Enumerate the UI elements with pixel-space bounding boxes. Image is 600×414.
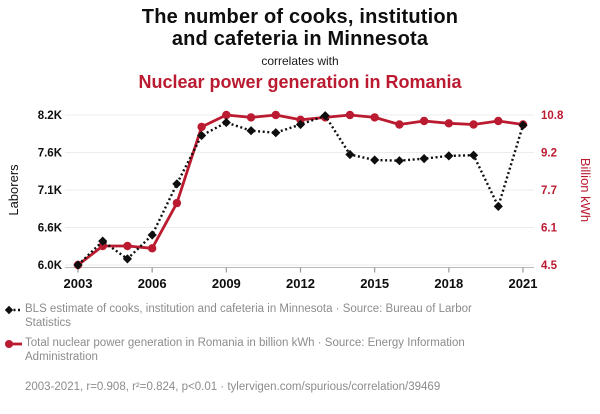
svg-text:6.6K: 6.6K [38, 223, 63, 235]
title-block: The number of cooks, institution and caf… [0, 6, 600, 93]
red-circle-solid-line-icon [5, 340, 22, 348]
dual-axis-line-chart: 2003 2006 2009 2012 2015 2018 2021 8.2K 7.6K 7.1K… [38, 110, 564, 291]
svg-text:9.2: 9.2 [541, 148, 557, 160]
svg-text:7.1K: 7.1K [38, 185, 63, 197]
legend-label: Total nuclear power generation in Romani… [25, 337, 465, 363]
chart-legend: BLS estimate of cooks, institution and c… [4, 303, 484, 371]
legend-item-romania-nuclear: Total nuclear power generation in Romani… [4, 337, 484, 364]
svg-text:7.6K: 7.6K [38, 148, 63, 160]
svg-text:4.5: 4.5 [541, 260, 558, 272]
svg-text:6.0K: 6.0K [38, 260, 63, 272]
series-minnesota-cooks [73, 111, 528, 270]
chart-subtitle: Nuclear power generation in Romania [138, 72, 462, 92]
svg-text:2015: 2015 [360, 276, 389, 291]
chart-title-line1: The number of cooks, institution [141, 6, 459, 28]
svg-text:2018: 2018 [434, 276, 463, 291]
svg-text:2003: 2003 [64, 276, 93, 291]
svg-text:8.2K: 8.2K [38, 110, 63, 122]
svg-text:2012: 2012 [286, 276, 315, 291]
series-romania-nuclear [73, 110, 528, 270]
svg-text:10.8: 10.8 [541, 110, 564, 122]
svg-text:2006: 2006 [138, 276, 167, 291]
black-diamond-dotted-line-icon [4, 305, 22, 315]
stats-and-source-url: 2003-2021, r=0.908, r²=0.824, p<0.01 · t… [25, 381, 441, 393]
legend-item-minnesota-cooks: BLS estimate of cooks, institution and c… [4, 303, 484, 330]
legend-label: BLS estimate of cooks, institution and c… [25, 303, 472, 329]
svg-text:6.1: 6.1 [541, 223, 558, 235]
chart-title-line2: and cafeteria in Minnesota [171, 28, 429, 50]
svg-text:2021: 2021 [509, 276, 538, 291]
svg-text:2009: 2009 [212, 276, 241, 291]
correlates-with-text: correlates with [261, 54, 339, 68]
svg-text:7.7: 7.7 [541, 185, 557, 197]
